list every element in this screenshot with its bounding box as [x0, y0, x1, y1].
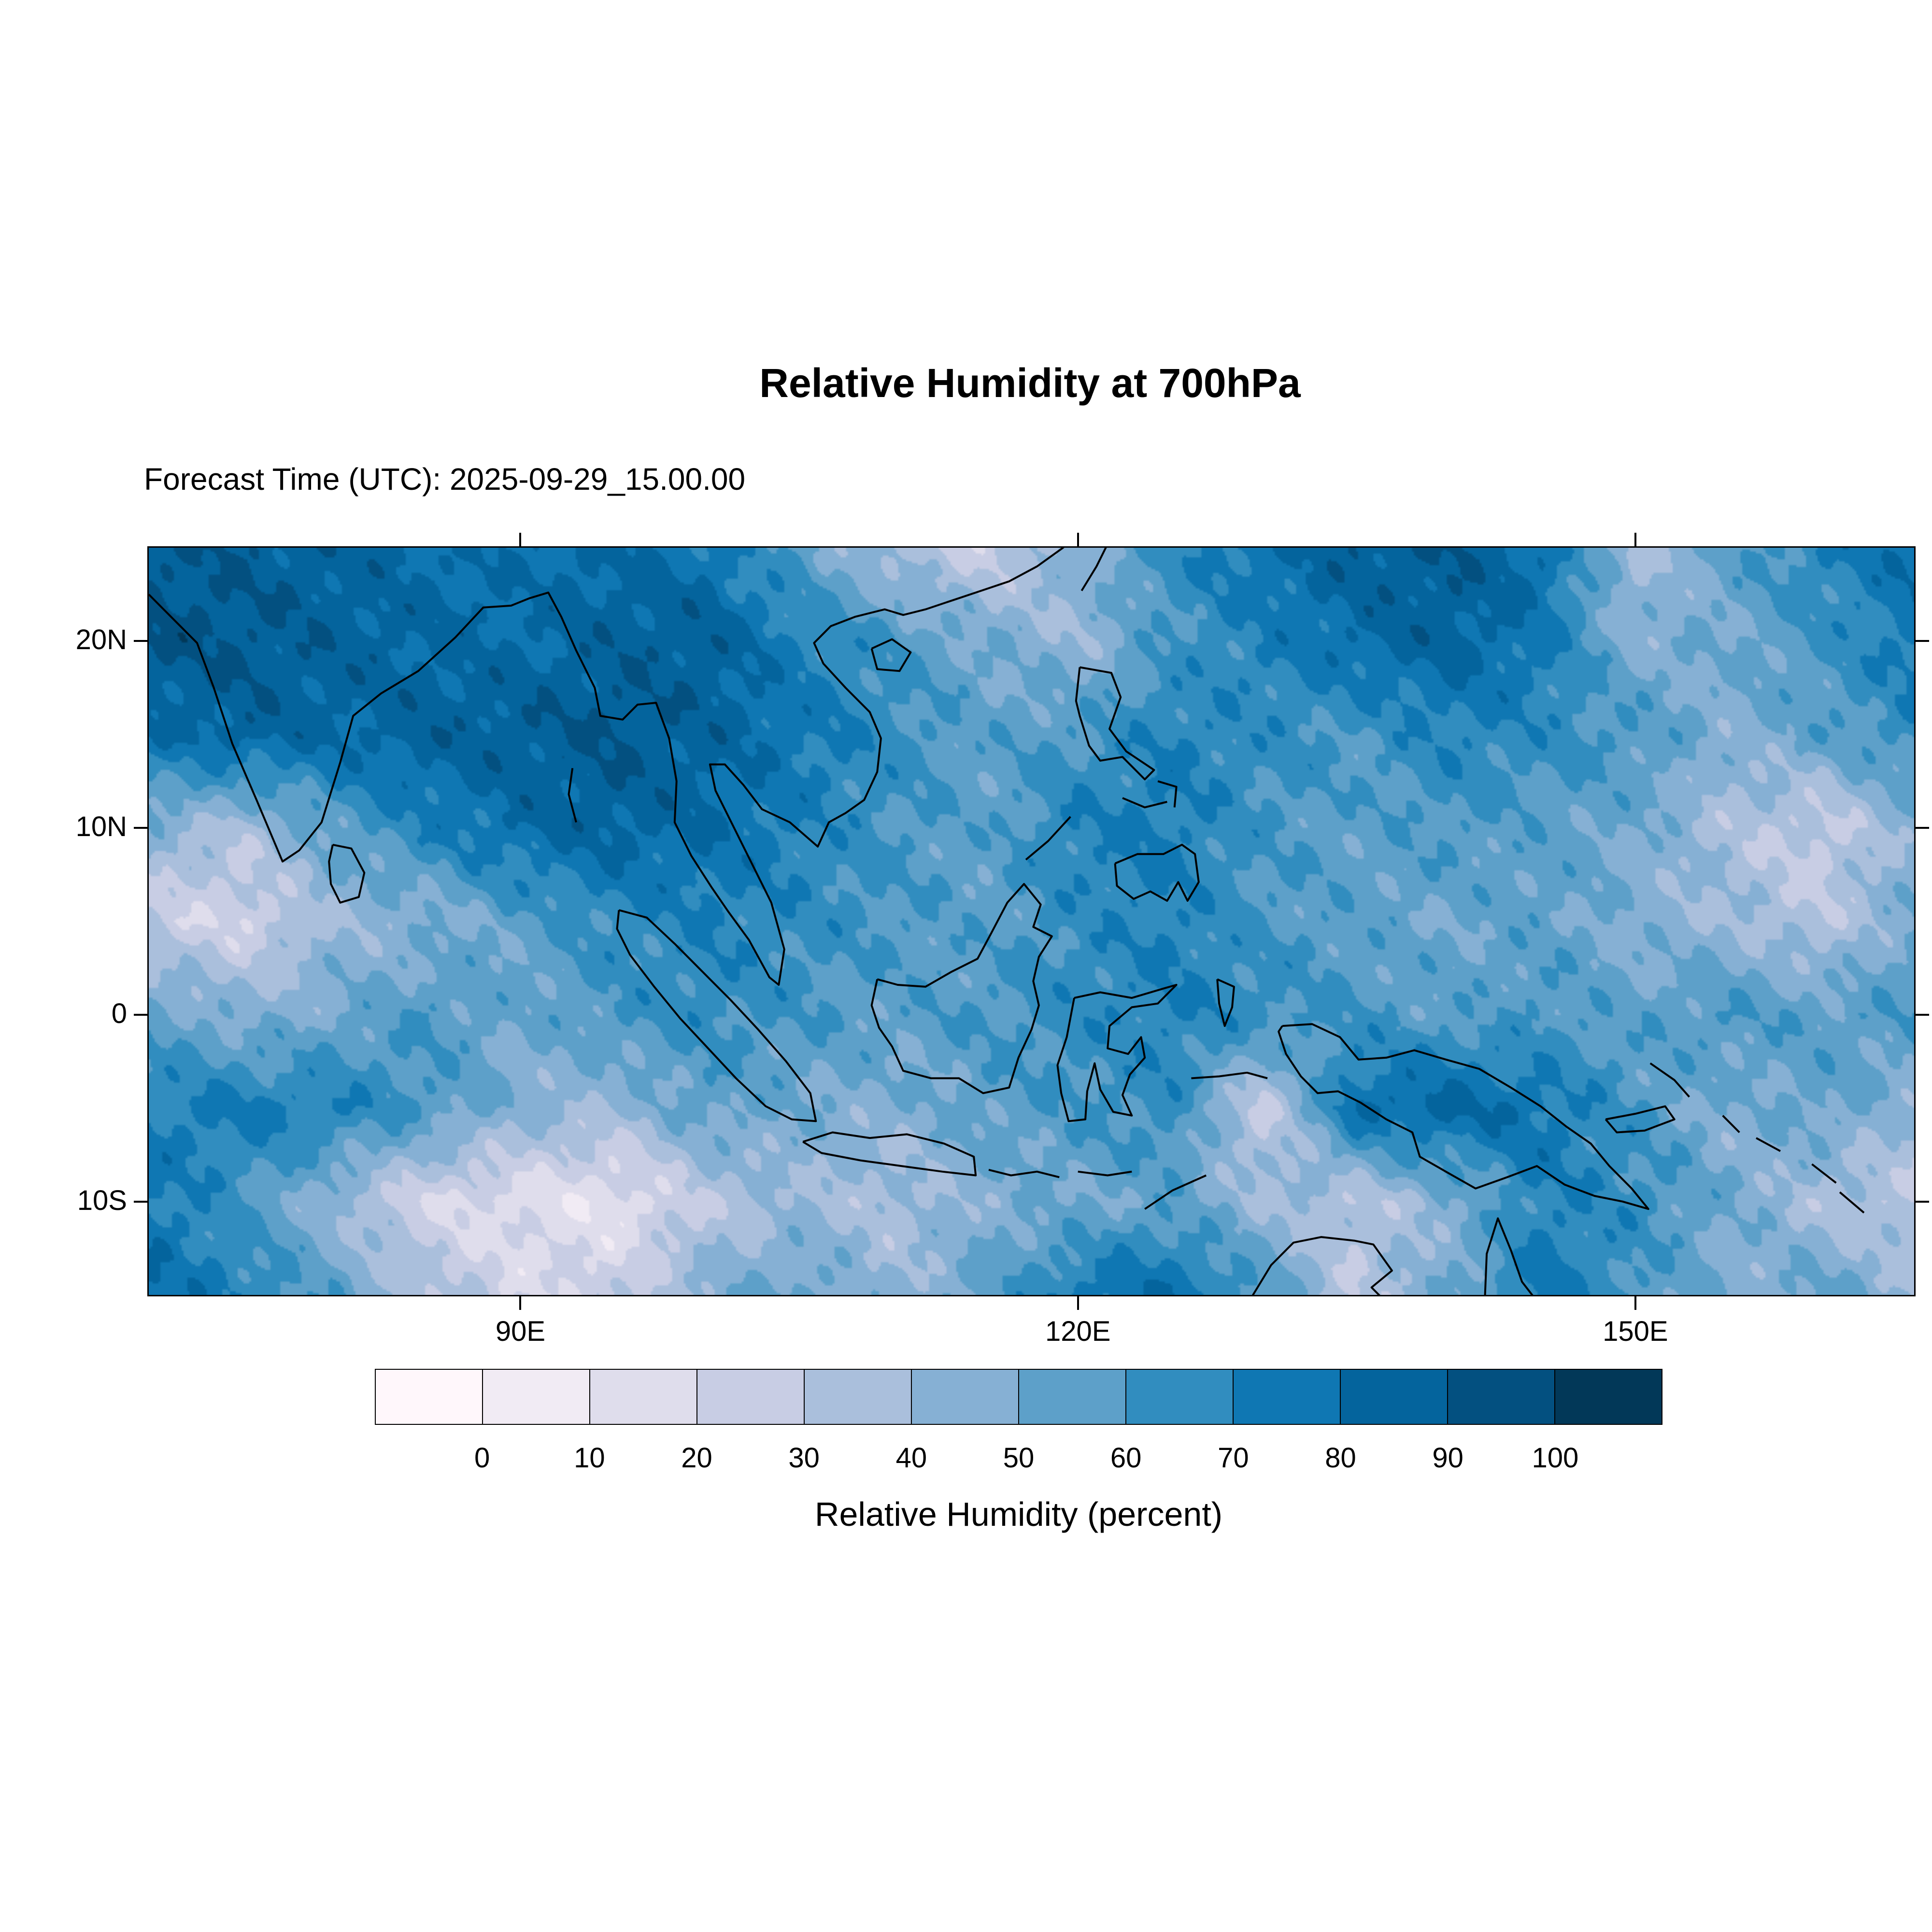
coastline-path — [568, 768, 577, 823]
coastline-path — [1157, 780, 1178, 808]
colorbar-tick-label: 80 — [1325, 1442, 1356, 1474]
coastline-path — [1278, 1023, 1649, 1210]
colorbar-cell — [482, 1369, 590, 1425]
coastline-path — [1025, 816, 1071, 861]
x-axis-tick-top — [519, 533, 522, 546]
coastline-path — [328, 843, 366, 904]
coastline-path — [1839, 1191, 1865, 1214]
coastline-path — [1191, 1071, 1268, 1080]
y-axis-tick — [134, 640, 147, 642]
coastline-path — [1756, 1137, 1781, 1152]
coastline-path — [1075, 666, 1155, 781]
map-plot-area: 20N 10N 0 10S 90E 120E 150E — [76, 533, 1929, 1347]
coastline-path — [1078, 1170, 1132, 1177]
coastline-path — [1605, 1105, 1676, 1134]
coastline-path — [1122, 797, 1167, 809]
coastline-path — [1216, 978, 1235, 1027]
coastline-path — [149, 548, 1065, 986]
y-tick-label: 0 — [111, 997, 127, 1029]
coastline-path — [1251, 1236, 1393, 1295]
coastline-path — [616, 909, 817, 1122]
x-tick-label: 150E — [1603, 1316, 1668, 1347]
colorbar-tick-label: 100 — [1532, 1442, 1579, 1474]
colorbar-cell — [1554, 1369, 1662, 1425]
humidity-field-canvas — [149, 548, 1914, 1295]
x-tick-label: 120E — [1045, 1316, 1111, 1347]
x-axis-tick-top — [1634, 533, 1636, 546]
x-axis-tick-top — [1077, 533, 1079, 546]
colorbar-cell — [375, 1369, 483, 1425]
y-axis-tick — [134, 1013, 147, 1016]
x-axis-tick — [1634, 1296, 1636, 1310]
colorbar-cell — [911, 1369, 1019, 1425]
coastline-path — [1484, 1217, 1534, 1295]
colorbar-tick-label: 10 — [574, 1442, 605, 1474]
y-axis-tick-right — [1916, 1200, 1929, 1203]
coastline-path — [870, 883, 1053, 1094]
colorbar-tick-label: 30 — [788, 1442, 820, 1474]
y-tick-label: 10N — [75, 811, 127, 843]
colorbar-tick-label: 0 — [474, 1442, 490, 1474]
colorbar-cell — [1125, 1369, 1234, 1425]
colorbar-cell — [1018, 1369, 1126, 1425]
y-axis-tick — [134, 827, 147, 829]
y-axis-tick-right — [1916, 827, 1929, 829]
colorbar-cell — [1447, 1369, 1555, 1425]
colorbar-cell — [804, 1369, 912, 1425]
coastline-path — [870, 638, 912, 672]
coastline-path — [1811, 1163, 1837, 1184]
x-axis-tick — [519, 1296, 522, 1310]
colorbar-cell — [696, 1369, 805, 1425]
coastline-path — [1080, 548, 1107, 592]
colorbar-title: Relative Humidity (percent) — [814, 1495, 1223, 1533]
colorbar-cell — [1340, 1369, 1448, 1425]
colorbar — [375, 1369, 1662, 1425]
y-tick-label: 20N — [75, 624, 127, 656]
x-axis-tick — [1077, 1296, 1079, 1310]
x-tick-label: 90E — [495, 1316, 546, 1347]
coastline-path — [1649, 1062, 1690, 1098]
coastline-path — [988, 1168, 1060, 1179]
coastline-path — [1056, 984, 1178, 1122]
coastline-path — [1114, 843, 1200, 902]
chart-title: Relative Humidity at 700hPa — [759, 360, 1301, 406]
coastline-path — [802, 1131, 977, 1177]
coastline-overlay — [149, 548, 1865, 1295]
coastline-path — [1144, 1174, 1207, 1210]
colorbar-tick-label: 70 — [1218, 1442, 1249, 1474]
colorbar-cell — [589, 1369, 697, 1425]
colorbar-tick-label: 20 — [681, 1442, 712, 1474]
y-axis-tick — [134, 1200, 147, 1203]
colorbar-tick-label: 40 — [895, 1442, 927, 1474]
coastline-path — [1722, 1115, 1740, 1133]
colorbar-tick-label: 90 — [1432, 1442, 1463, 1474]
colorbar-cell — [1233, 1369, 1341, 1425]
colorbar-tick-label: 50 — [1003, 1442, 1035, 1474]
y-axis-tick-right — [1916, 1013, 1929, 1016]
colorbar-tick-label: 60 — [1110, 1442, 1142, 1474]
forecast-time-label: Forecast Time (UTC): 2025-09-29_15.00.00 — [144, 462, 746, 497]
y-axis-tick-right — [1916, 640, 1929, 642]
y-tick-label: 10S — [77, 1184, 127, 1216]
